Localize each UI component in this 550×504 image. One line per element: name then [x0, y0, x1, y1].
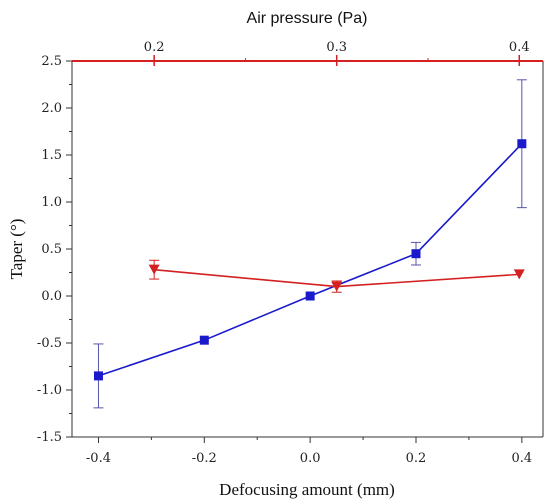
y-tick-label: 1.5: [41, 148, 62, 163]
data-series: [93, 79, 527, 409]
data-point: [513, 269, 525, 280]
x-tick-label: -0.4: [86, 451, 111, 466]
data-point: [517, 139, 527, 149]
y-tick-label: -0.5: [37, 336, 62, 351]
data-point: [411, 249, 421, 259]
y-tick-label: 2.0: [41, 101, 62, 116]
series-2: [148, 259, 525, 293]
y-tick-label: 0.0: [41, 289, 62, 304]
x-tick-label: -0.2: [192, 451, 217, 466]
y-tick-label: -1.5: [37, 430, 62, 445]
data-point: [93, 371, 103, 381]
y-tick-label: 0.5: [41, 242, 62, 257]
y-tick-label: 2.5: [41, 54, 62, 69]
x2-tick-label: 0.4: [509, 40, 530, 55]
axis-ticks: -0.4 -0.2 0.0 0.2 0.4 0.2 0.3 0.4 -1.5 -1.0 -0.5 0.…: [37, 40, 532, 466]
x-axis-title: Defocusing amount (mm): [219, 480, 395, 499]
y-tick-label: -1.0: [37, 383, 62, 398]
data-point: [148, 264, 160, 275]
series-line: [98, 143, 523, 377]
series-1: [93, 79, 527, 409]
x-tick-label: 0.4: [511, 451, 532, 466]
y-tick-label: 1.0: [41, 195, 62, 210]
data-point: [305, 291, 315, 301]
top-axis-title: Air pressure (Pa): [247, 10, 368, 27]
y-axis-title: Taper (°): [7, 219, 26, 280]
x2-tick-label: 0.2: [144, 40, 165, 55]
plot-frame: [71, 60, 544, 438]
x-tick-label: 0.0: [300, 451, 321, 466]
x2-tick-label: 0.3: [326, 40, 347, 55]
data-point: [199, 335, 209, 345]
data-point: [331, 281, 343, 292]
x-tick-label: 0.2: [406, 451, 427, 466]
